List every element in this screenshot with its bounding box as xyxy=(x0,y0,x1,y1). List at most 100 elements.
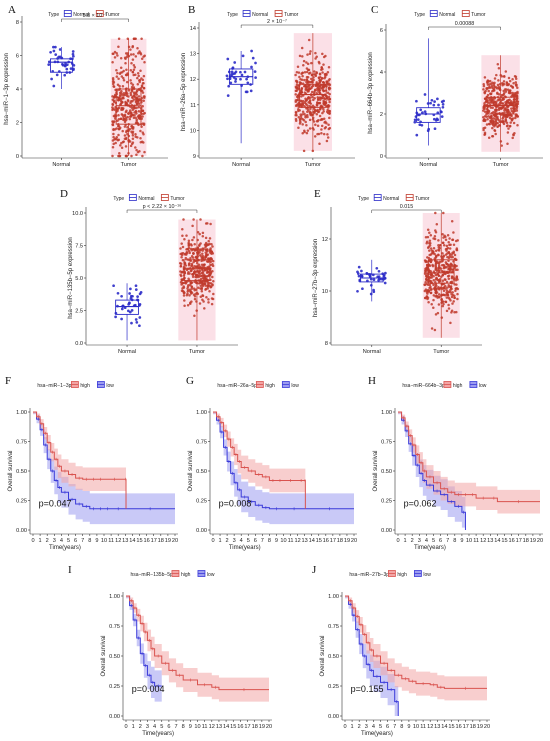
x-tick-label: 0 xyxy=(211,538,214,544)
data-point xyxy=(134,135,137,138)
data-point xyxy=(52,84,56,88)
data-point xyxy=(142,55,145,58)
data-point xyxy=(118,151,121,155)
y-tick-label: 6 xyxy=(16,54,19,60)
data-point xyxy=(318,72,322,76)
data-point xyxy=(134,288,138,291)
y-tick-label: 10 xyxy=(322,289,328,295)
data-point xyxy=(71,52,75,56)
data-point xyxy=(486,79,490,82)
y-tick-label: 0.00 xyxy=(16,528,27,534)
data-point xyxy=(205,271,209,275)
data-point xyxy=(239,77,242,81)
data-point xyxy=(141,82,145,85)
legend-key-normal: Normal xyxy=(128,194,154,202)
data-point xyxy=(193,289,196,292)
data-point xyxy=(63,64,67,67)
data-point xyxy=(134,109,138,113)
data-point xyxy=(132,91,136,94)
data-point xyxy=(322,107,325,111)
data-point xyxy=(181,258,185,262)
x-tick-label: 1 xyxy=(39,538,42,544)
data-point xyxy=(179,265,183,268)
data-point xyxy=(310,90,314,94)
data-point xyxy=(52,45,55,49)
data-point xyxy=(112,142,115,146)
data-point xyxy=(142,74,146,78)
data-point xyxy=(295,71,299,74)
normal-box xyxy=(228,51,254,144)
data-point xyxy=(328,92,331,96)
normal-box xyxy=(416,38,441,146)
data-point xyxy=(438,288,441,291)
data-point xyxy=(111,108,114,112)
boxplot-panel-d: D Type Normal Tumor 0.0 2.5 5.0 7.5 10.0 hsa−miR−… xyxy=(60,188,238,355)
data-point xyxy=(117,128,121,131)
data-point xyxy=(119,144,122,147)
data-point xyxy=(328,112,331,115)
data-point xyxy=(136,295,139,298)
data-point xyxy=(129,91,132,95)
legend-label: Tumor xyxy=(170,196,185,202)
x-tick-label: Normal xyxy=(52,162,70,168)
data-point xyxy=(201,254,205,258)
legend-title: Type xyxy=(414,12,425,18)
data-point xyxy=(437,244,440,247)
data-point xyxy=(207,284,210,287)
data-point xyxy=(139,291,143,294)
data-point xyxy=(195,259,199,263)
data-point xyxy=(503,111,506,114)
box-iqr xyxy=(183,259,211,282)
data-point xyxy=(142,95,146,98)
high-censor-marks xyxy=(403,416,520,504)
data-point xyxy=(437,286,440,289)
x-tick-label: 6 xyxy=(439,538,442,544)
data-point xyxy=(434,211,437,215)
data-point xyxy=(123,113,127,117)
data-point xyxy=(447,274,451,278)
data-point xyxy=(429,279,432,283)
data-point xyxy=(309,50,312,53)
data-point xyxy=(294,73,297,77)
data-point xyxy=(199,248,203,251)
x-tick-label: 5 xyxy=(379,724,382,730)
data-point xyxy=(440,264,444,267)
data-point xyxy=(327,123,330,127)
y-tick-label: 0.00 xyxy=(381,528,392,534)
data-point xyxy=(306,110,309,113)
data-point xyxy=(131,137,135,140)
y-tick-label: 9 xyxy=(193,154,196,160)
data-point xyxy=(230,70,234,74)
data-point xyxy=(425,291,429,294)
data-point xyxy=(183,304,186,307)
legend-label: Normal xyxy=(383,196,399,202)
data-point xyxy=(490,82,493,86)
data-point xyxy=(454,289,457,293)
data-point xyxy=(244,90,248,94)
data-point xyxy=(317,132,321,136)
data-point xyxy=(301,113,304,116)
data-point xyxy=(442,236,445,239)
data-point xyxy=(453,253,457,257)
legend-title: Type xyxy=(358,196,369,202)
y-axis-title: Overall survival xyxy=(101,635,107,676)
x-tick-label: 8 xyxy=(453,538,456,544)
y-tick-label: 12 xyxy=(322,237,328,243)
data-point xyxy=(135,102,139,106)
data-point xyxy=(300,95,303,98)
data-point xyxy=(429,101,432,105)
data-point xyxy=(318,107,322,111)
data-point xyxy=(116,98,120,102)
y-tick-label: 0.25 xyxy=(328,684,339,690)
data-point xyxy=(433,127,437,131)
data-point xyxy=(111,139,115,142)
data-point xyxy=(189,247,193,251)
data-point xyxy=(322,103,326,106)
x-tick-label: 11 xyxy=(420,724,426,730)
x-tick-label: 3 xyxy=(418,538,421,544)
data-point xyxy=(198,243,201,247)
data-point xyxy=(137,102,141,105)
data-point xyxy=(445,296,449,299)
data-point xyxy=(442,289,446,292)
data-point xyxy=(306,96,310,100)
